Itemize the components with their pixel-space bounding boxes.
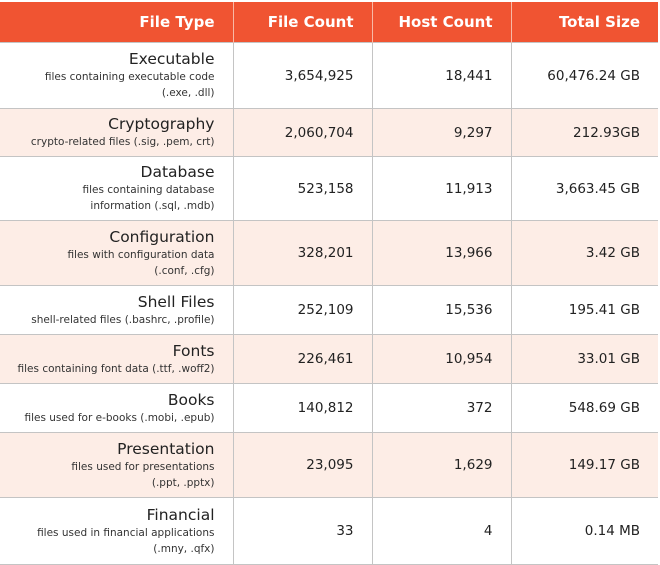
total-size-cell: 33.01 GB xyxy=(510,334,658,384)
table-row: Presentation files used for presentations… xyxy=(0,432,658,498)
file-type-description: shell-related files (.bashrc, .profile) xyxy=(31,313,215,326)
file-type-description: information (.sql, .mdb) xyxy=(90,200,215,212)
total-size-cell: 3.42 GB xyxy=(510,220,658,286)
file-type-name: Financial xyxy=(146,505,215,524)
file-type-name: Cryptography xyxy=(108,115,215,133)
header-file-type: File Type xyxy=(0,2,234,43)
total-size-cell: 195.41 GB xyxy=(510,285,658,335)
file-type-name: Executable xyxy=(128,50,215,68)
host-count-cell: 372 xyxy=(371,383,512,433)
file-count-cell: 2,060,704 xyxy=(232,108,373,157)
file-type-name: Configuration xyxy=(109,227,215,246)
file-count-cell: 140,812 xyxy=(232,383,373,433)
host-count-cell: 9,297 xyxy=(371,108,512,157)
file-type-cell: Fonts files containing font data (.ttf, .… xyxy=(0,334,234,384)
file-type-cell: Presentation files used for presentations… xyxy=(0,432,234,498)
file-count-cell: 252,109 xyxy=(232,285,373,335)
file-count-cell: 33 xyxy=(232,497,373,565)
host-count-cell: 1,629 xyxy=(371,432,512,498)
file-type-name: Books xyxy=(167,390,215,409)
table-row: Executable files containing executable co… xyxy=(0,42,658,109)
table-row: Books files used for e-books (.mobi, .epu… xyxy=(0,383,658,433)
table-row: Shell Files shell-related files (.bashrc,… xyxy=(0,285,658,335)
total-size-cell: 3,663.45 GB xyxy=(510,156,658,221)
file-type-cell: Shell Files shell-related files (.bashrc,… xyxy=(0,285,234,335)
file-count-cell: 523,158 xyxy=(232,156,373,221)
host-count-cell: 10,954 xyxy=(371,334,512,384)
file-type-description: files containing font data (.ttf, .woff2… xyxy=(17,362,215,375)
file-type-description: (.ppt, .pptx) xyxy=(151,476,215,489)
host-count-cell: 15,536 xyxy=(371,285,512,335)
header-total-size: Total Size xyxy=(511,2,658,43)
file-type-cell: Financial files used in financial applica… xyxy=(0,497,234,565)
file-count-cell: 226,461 xyxy=(232,334,373,384)
file-type-description: (.conf, .cfg) xyxy=(154,264,215,277)
file-type-description: files with configuration data xyxy=(67,248,215,261)
file-type-description: crypto-related files (.sig, .pem, crt) xyxy=(30,136,215,148)
file-type-description: files containing executable code xyxy=(44,71,215,83)
table-row: Configuration files with configuration da… xyxy=(0,220,658,286)
file-type-name: Shell Files xyxy=(137,292,215,311)
file-count-cell: 3,654,925 xyxy=(232,42,373,109)
total-size-cell: 548.69 GB xyxy=(510,383,658,433)
file-type-cell: Books files used for e-books (.mobi, .epu… xyxy=(0,383,234,433)
table-row: Cryptography crypto-related files (.sig, … xyxy=(0,108,658,157)
table-row: Fonts files containing font data (.ttf, .… xyxy=(0,334,658,384)
host-count-cell: 4 xyxy=(371,497,512,565)
header-host-count: Host Count xyxy=(372,2,512,43)
table-row: Financial files used in financial applica… xyxy=(0,497,658,565)
file-count-cell: 23,095 xyxy=(232,432,373,498)
header-file-count: File Count xyxy=(233,2,373,43)
file-type-cell: Cryptography crypto-related files (.sig, … xyxy=(0,108,234,157)
host-count-cell: 13,966 xyxy=(371,220,512,286)
file-type-cell: Executable files containing executable co… xyxy=(0,42,234,109)
file-type-name: Presentation xyxy=(117,439,215,458)
file-type-name: Database xyxy=(140,163,215,181)
file-type-description: files used for e-books (.mobi, .epub) xyxy=(24,411,215,424)
file-type-cell: Configuration files with configuration da… xyxy=(0,220,234,286)
file-type-description: (.mny, .qfx) xyxy=(153,542,215,555)
total-size-cell: 149.17 GB xyxy=(510,432,658,498)
host-count-cell: 18,441 xyxy=(371,42,512,109)
host-count-cell: 11,913 xyxy=(371,156,512,221)
file-type-description: files containing database xyxy=(82,184,215,196)
file-type-name: Fonts xyxy=(172,341,215,360)
total-size-cell: 212.93GB xyxy=(510,108,658,157)
total-size-cell: 60,476.24 GB xyxy=(510,42,658,109)
file-type-cell: Database files containing database informa… xyxy=(0,156,234,221)
header-row: File Type File Count Host Count Total Si… xyxy=(0,2,658,43)
file-type-description: (.exe, .dll) xyxy=(161,87,215,99)
file-type-description: files used in financial applications xyxy=(37,526,215,539)
total-size-cell: 0.14 MB xyxy=(510,497,658,565)
file-type-description: files used for presentations xyxy=(71,460,215,473)
table-row: Database files containing database informa… xyxy=(0,156,658,221)
file-count-cell: 328,201 xyxy=(232,220,373,286)
